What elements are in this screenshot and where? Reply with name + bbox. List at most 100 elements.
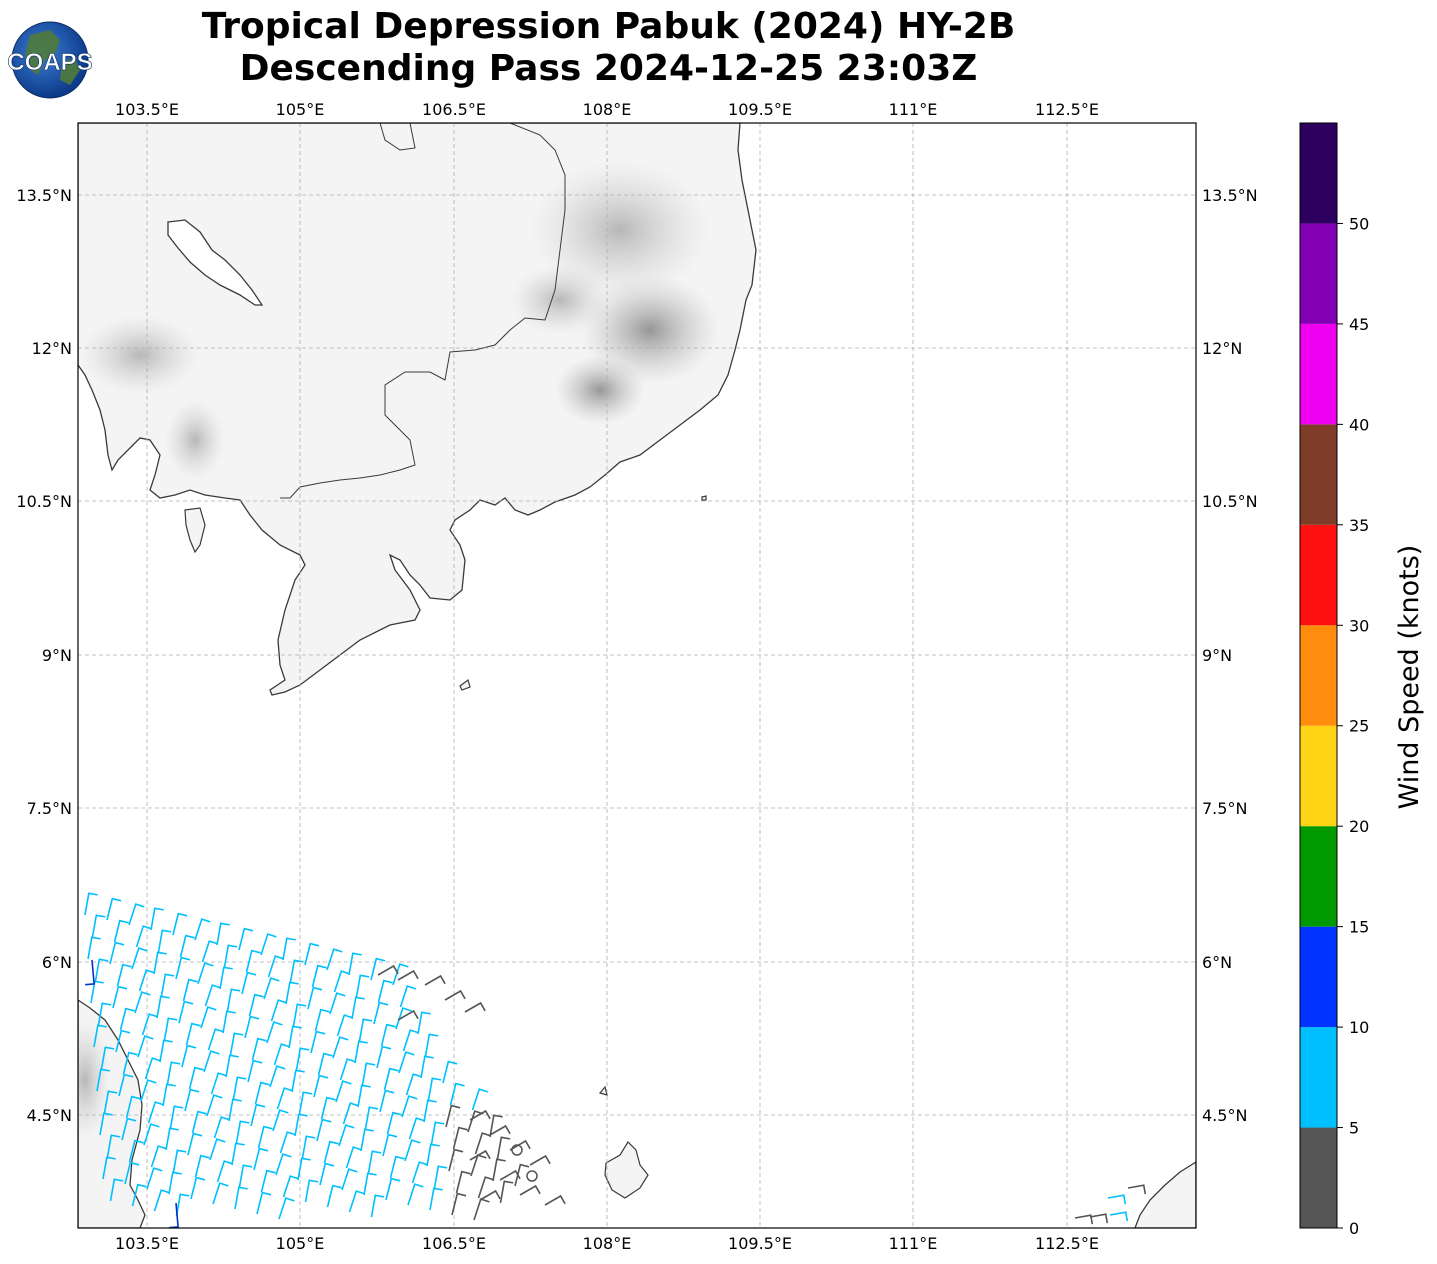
wind-barb (212, 1182, 229, 1205)
wind-barb (370, 1194, 385, 1218)
wind-barb (313, 1074, 329, 1098)
island-phu-quoc (184, 507, 206, 554)
wind-barb (248, 993, 264, 1017)
colorbar-tick-label: 50 (1349, 214, 1369, 233)
wind-barb (168, 1171, 182, 1195)
colorbar-tick-label: 25 (1349, 717, 1369, 736)
y-axis-right: 13.5°N 12°N 10.5°N 9°N 7.5°N 6°N 4.5°N (1202, 186, 1258, 1125)
wind-barb (357, 1084, 371, 1108)
colorbar-bin (1300, 1027, 1337, 1128)
x-tick-label: 111°E (889, 100, 938, 119)
wind-barb (150, 1145, 168, 1168)
wind-barb (244, 1015, 260, 1039)
wind-barb (360, 1128, 374, 1152)
wind-barb (103, 1090, 118, 1114)
colorbar-bin (1300, 223, 1337, 324)
wind-barb (162, 1083, 176, 1107)
wind-barb (102, 1156, 116, 1180)
colorbar-tick-label: 40 (1349, 415, 1369, 434)
wind-barb (213, 1116, 231, 1139)
colorbar-bin (1300, 323, 1337, 425)
wind-barb (370, 957, 386, 981)
wind-barb (160, 973, 175, 997)
wind-barb (270, 999, 288, 1022)
wind-barb (179, 934, 195, 958)
wind-barb (228, 1098, 242, 1122)
wind-barb (278, 1197, 295, 1220)
wind-barb (93, 1024, 107, 1048)
x-tick-label: 105°E (276, 100, 325, 119)
wind-barb (234, 1186, 248, 1210)
wind-barb (1074, 1214, 1094, 1225)
wind-barb (235, 1120, 250, 1144)
wind-barb (474, 1132, 492, 1155)
title-line-2: Descending Pass 2024-12-25 23:03Z (239, 48, 978, 89)
x-tick-label: 103.5°E (115, 100, 179, 119)
y-tick-label: 12°N (1202, 339, 1242, 358)
wind-barb (194, 918, 211, 941)
wind-barb (361, 1062, 376, 1086)
wind-barb (392, 963, 409, 986)
wind-barb (348, 952, 362, 976)
wind-barb (166, 1061, 181, 1085)
wind-barb (467, 1110, 484, 1133)
wind-barb (319, 1162, 335, 1186)
wind-barb (519, 1184, 541, 1196)
x-tick-label: 106.5°E (422, 1234, 486, 1253)
wind-barb (269, 1065, 286, 1088)
wind-barb (137, 1035, 154, 1058)
wind-barb (477, 1176, 495, 1199)
wind-barb (226, 988, 241, 1012)
wind-barb (294, 1113, 308, 1137)
wind-barb (138, 969, 156, 992)
wind-barb (499, 1169, 521, 1181)
wind-barb (364, 1106, 379, 1130)
y-tick-label: 9°N (42, 646, 72, 665)
wind-barb (141, 1013, 159, 1036)
title-line-1: Tropical Depression Pabuk (2024) HY-2B (201, 6, 1016, 47)
y-tick-label: 6°N (1202, 953, 1232, 972)
wind-barb (389, 1155, 405, 1179)
wind-barb (128, 1139, 144, 1163)
map-frame (77, 122, 1197, 1229)
wind-barb (112, 985, 128, 1009)
colorbar-tick-label: 30 (1349, 616, 1369, 635)
wind-barb (329, 992, 346, 1015)
y-axis-left: 13.5°N 12°N 10.5°N 9°N 7.5°N 6°N 4.5°N (16, 186, 72, 1125)
colorbar-bin (1300, 625, 1337, 726)
wind-barb (182, 978, 198, 1002)
wind-barb (100, 1046, 115, 1070)
wind-barb (311, 964, 327, 988)
wind-barb (109, 941, 125, 965)
wind-barb (91, 914, 106, 938)
wind-barb (159, 1039, 173, 1063)
wind-barb (282, 1175, 300, 1198)
wind-barb (1107, 1194, 1127, 1205)
wind-barb (426, 1143, 440, 1167)
terrain-highland (78, 1020, 110, 1140)
wind-barb (210, 1072, 228, 1095)
wind-barb (385, 1177, 401, 1201)
wind-barb (219, 966, 233, 990)
wind-barb (163, 1017, 178, 1041)
wind-barb (207, 1028, 225, 1051)
wind-barb (377, 964, 399, 976)
x-tick-label: 109.5°E (728, 1234, 792, 1253)
colorbar-tick-label: 20 (1349, 817, 1369, 836)
wind-barb (323, 1140, 339, 1164)
colorbar-tick-label: 15 (1349, 918, 1369, 937)
wind-barb (429, 1187, 443, 1211)
wind-barb (433, 1165, 448, 1189)
wind-barb (342, 1102, 360, 1125)
country-border (280, 123, 566, 499)
wind-barb (383, 1067, 399, 1091)
wind-barb (125, 1095, 141, 1119)
x-axis-top: 103.5°E 105°E 106.5°E 108°E 109.5°E 111°… (115, 100, 1099, 119)
wind-barb (399, 985, 417, 1008)
wind-barb (267, 955, 285, 978)
wind-barb (289, 959, 304, 983)
y-tick-label: 7.5°N (27, 799, 72, 818)
wind-barb (307, 986, 323, 1010)
wind-barb (285, 981, 299, 1005)
colorbar-tick-label: 35 (1349, 516, 1369, 535)
